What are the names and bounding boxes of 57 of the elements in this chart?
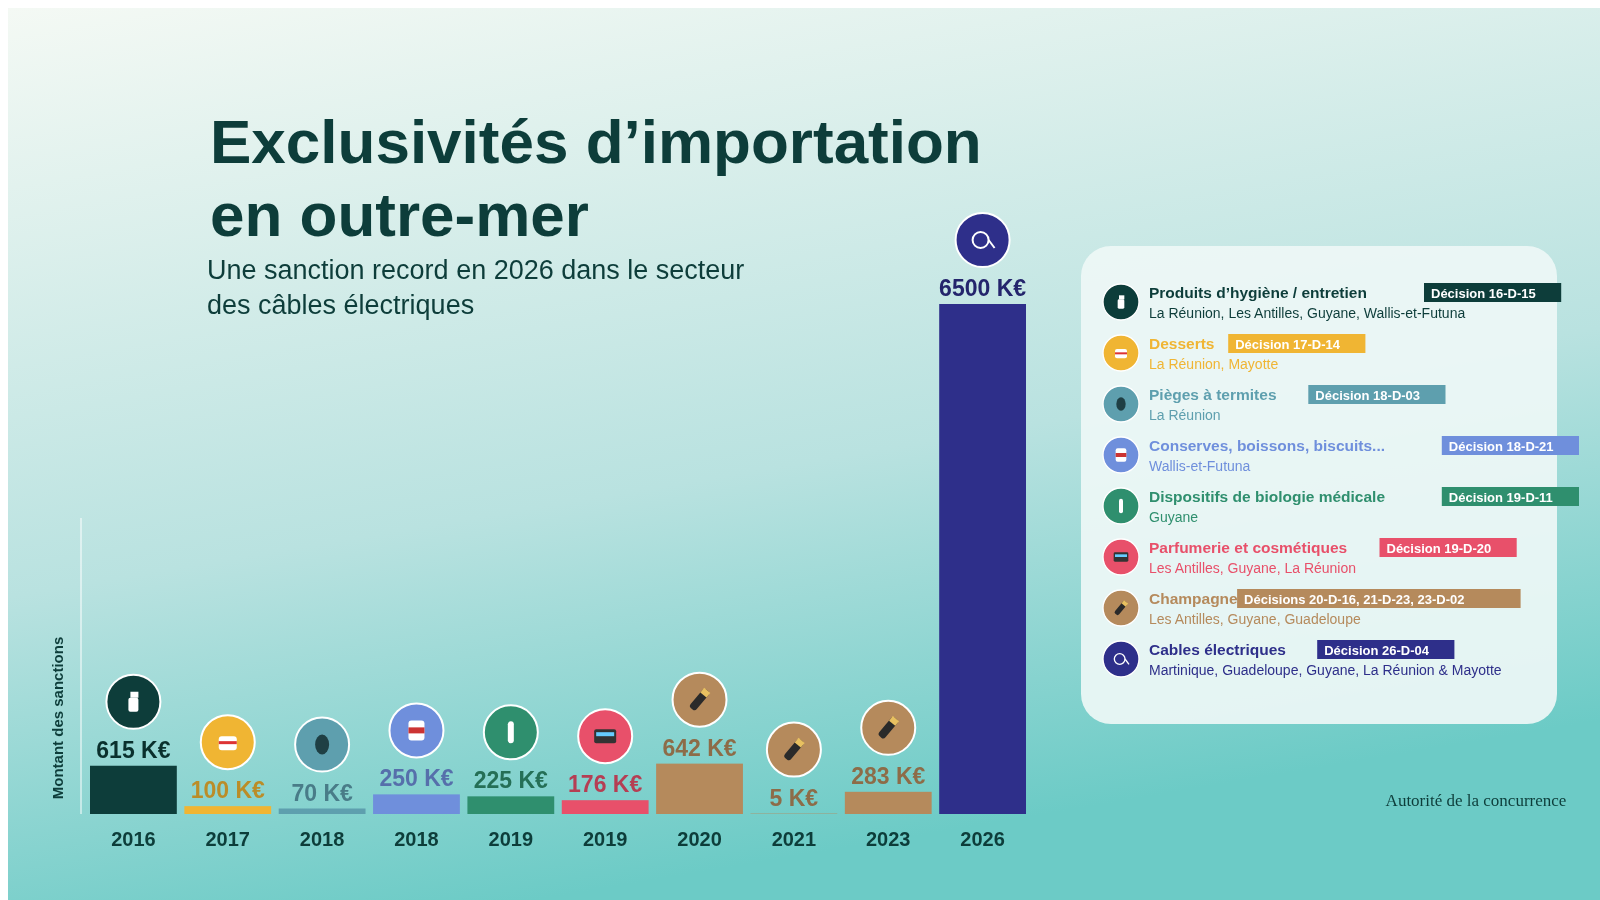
text: La Réunion, Mayotte [1149, 356, 1279, 372]
text: Les Antilles, Guyane, La Réunion [1149, 560, 1357, 576]
data-label: 250 K€ [379, 765, 454, 792]
chart-title: Exclusivités d’importation en outre-mer [210, 107, 982, 249]
x-tick-label: 2026 [960, 828, 1005, 850]
data-label: 5 K€ [769, 784, 819, 811]
text: Décision 26-D-04 [1324, 643, 1430, 658]
x-tick-label: 2018 [299, 828, 345, 850]
data-label: 176 K€ [568, 771, 643, 798]
text: La Réunion [1149, 407, 1221, 423]
text: Décision 16-D-15 [1431, 286, 1536, 301]
data-label: 642 K€ [662, 734, 737, 761]
text: Décision 17-D-14 [1235, 337, 1341, 352]
text: La Réunion, Les Antilles, Guyane, Wallis-et-Futuna [1149, 305, 1466, 321]
bar [184, 806, 272, 814]
legend-label: Champagne [1149, 590, 1239, 607]
data-label: 100 K€ [190, 777, 266, 804]
chart-subtitle: Une sanction record en 2026 dans le secteur des câbles électriques [207, 255, 745, 320]
legend-label: Produits d’hygiène / entretien [1149, 284, 1367, 301]
x-tick-label: 2020 [677, 828, 722, 850]
text: Décision 19-D-11 [1448, 490, 1553, 505]
legend-label: Conserves, boissons, biscuits... [1149, 437, 1386, 454]
y-axis-title: Montant des sanctions [49, 636, 66, 800]
text: Cables électriques [1149, 641, 1286, 658]
x-tick-label: 2019 [582, 828, 628, 850]
x-tick-label: 2023 [865, 828, 911, 850]
bar [561, 800, 649, 814]
bar [373, 794, 460, 814]
bar [278, 808, 366, 814]
data-label: 283 K€ [851, 762, 926, 789]
data-label: 70 K€ [291, 779, 354, 806]
legend-label: Dispositifs de biologie médicale [1149, 488, 1386, 505]
x-tick-label: 2016 [111, 828, 156, 850]
text: Guyane [1149, 509, 1199, 525]
text: Les Antilles, Guyane, Guadeloupe [1149, 611, 1361, 627]
bar [467, 796, 555, 814]
text: Décision 19-D-20 [1386, 541, 1492, 556]
bar [90, 765, 177, 814]
legend-label: Pièges à termites [1149, 386, 1277, 403]
x-tick-label: 2018 [394, 828, 439, 850]
data-label: 6500 K€ [939, 275, 1027, 301]
text: Décision 18-D-03 [1315, 388, 1421, 403]
text: Wallis-et-Futuna [1149, 458, 1251, 474]
data-label: 225 K€ [473, 767, 549, 794]
text: Martinique, Guadeloupe, Guyane, La Réunion & Mayotte [1149, 662, 1502, 678]
bar [939, 304, 1026, 814]
legend-label: Desserts [1149, 335, 1215, 352]
x-tick-label: 2017 [205, 828, 251, 850]
bar [844, 791, 932, 814]
legend-label: Parfumerie et cosmétiques [1149, 539, 1348, 556]
x-tick-label: 2019 [488, 828, 534, 850]
data-label: 615 K€ [96, 736, 171, 763]
text: Décision 18-D-21 [1448, 439, 1554, 454]
text: Autorité de la concurrence [1385, 791, 1567, 810]
bar [656, 763, 743, 814]
text: Décisions 20-D-16, 21-D-23, 23-D-02 [1244, 592, 1465, 607]
x-tick-label: 2021 [771, 828, 817, 850]
